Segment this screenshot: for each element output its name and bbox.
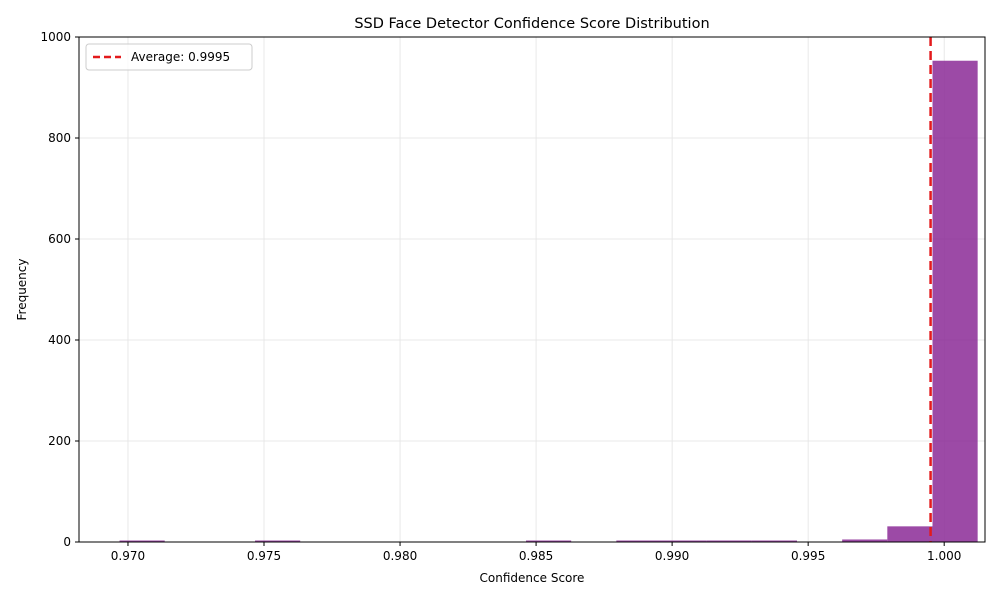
x-tick-label: 0.975 xyxy=(247,549,281,563)
x-tick-label: 0.970 xyxy=(111,549,145,563)
x-tick-label: 0.995 xyxy=(791,549,825,563)
histogram-bar xyxy=(119,540,165,542)
histogram-bar xyxy=(616,540,662,542)
histogram-bar xyxy=(842,539,888,542)
histogram-bars xyxy=(119,60,978,543)
histogram-bar xyxy=(706,540,752,542)
histogram-bar xyxy=(255,540,301,542)
chart-title: SSD Face Detector Confidence Score Distr… xyxy=(354,16,709,32)
histogram-bar xyxy=(661,540,707,542)
x-axis-ticks: 0.970 0.975 0.980 0.985 0.990 0.995 1.000 xyxy=(111,542,961,563)
x-tick-label: 0.990 xyxy=(655,549,689,563)
legend-average-label: Average: 0.9995 xyxy=(131,50,230,64)
y-tick-label: 400 xyxy=(48,333,71,347)
x-axis-label: Confidence Score xyxy=(480,571,585,585)
legend-box xyxy=(85,43,253,71)
x-tick-label: 1.000 xyxy=(927,549,961,563)
plot-frame xyxy=(78,36,986,543)
y-tick-label: 0 xyxy=(63,535,71,549)
y-axis-label: Frequency xyxy=(15,259,29,321)
y-tick-label: 200 xyxy=(48,434,71,448)
histogram-bar xyxy=(526,540,572,542)
histogram-bar xyxy=(751,540,797,542)
legend: Average: 0.9995 xyxy=(85,43,253,71)
histogram-bar xyxy=(887,526,933,542)
y-tick-label: 600 xyxy=(48,232,71,246)
y-tick-label: 1000 xyxy=(40,30,71,44)
y-tick-label: 800 xyxy=(48,131,71,145)
histogram-bar xyxy=(932,60,978,543)
x-tick-label: 0.985 xyxy=(519,549,553,563)
x-tick-label: 0.980 xyxy=(383,549,417,563)
y-axis-ticks: 0 200 400 600 800 1000 xyxy=(40,30,79,549)
